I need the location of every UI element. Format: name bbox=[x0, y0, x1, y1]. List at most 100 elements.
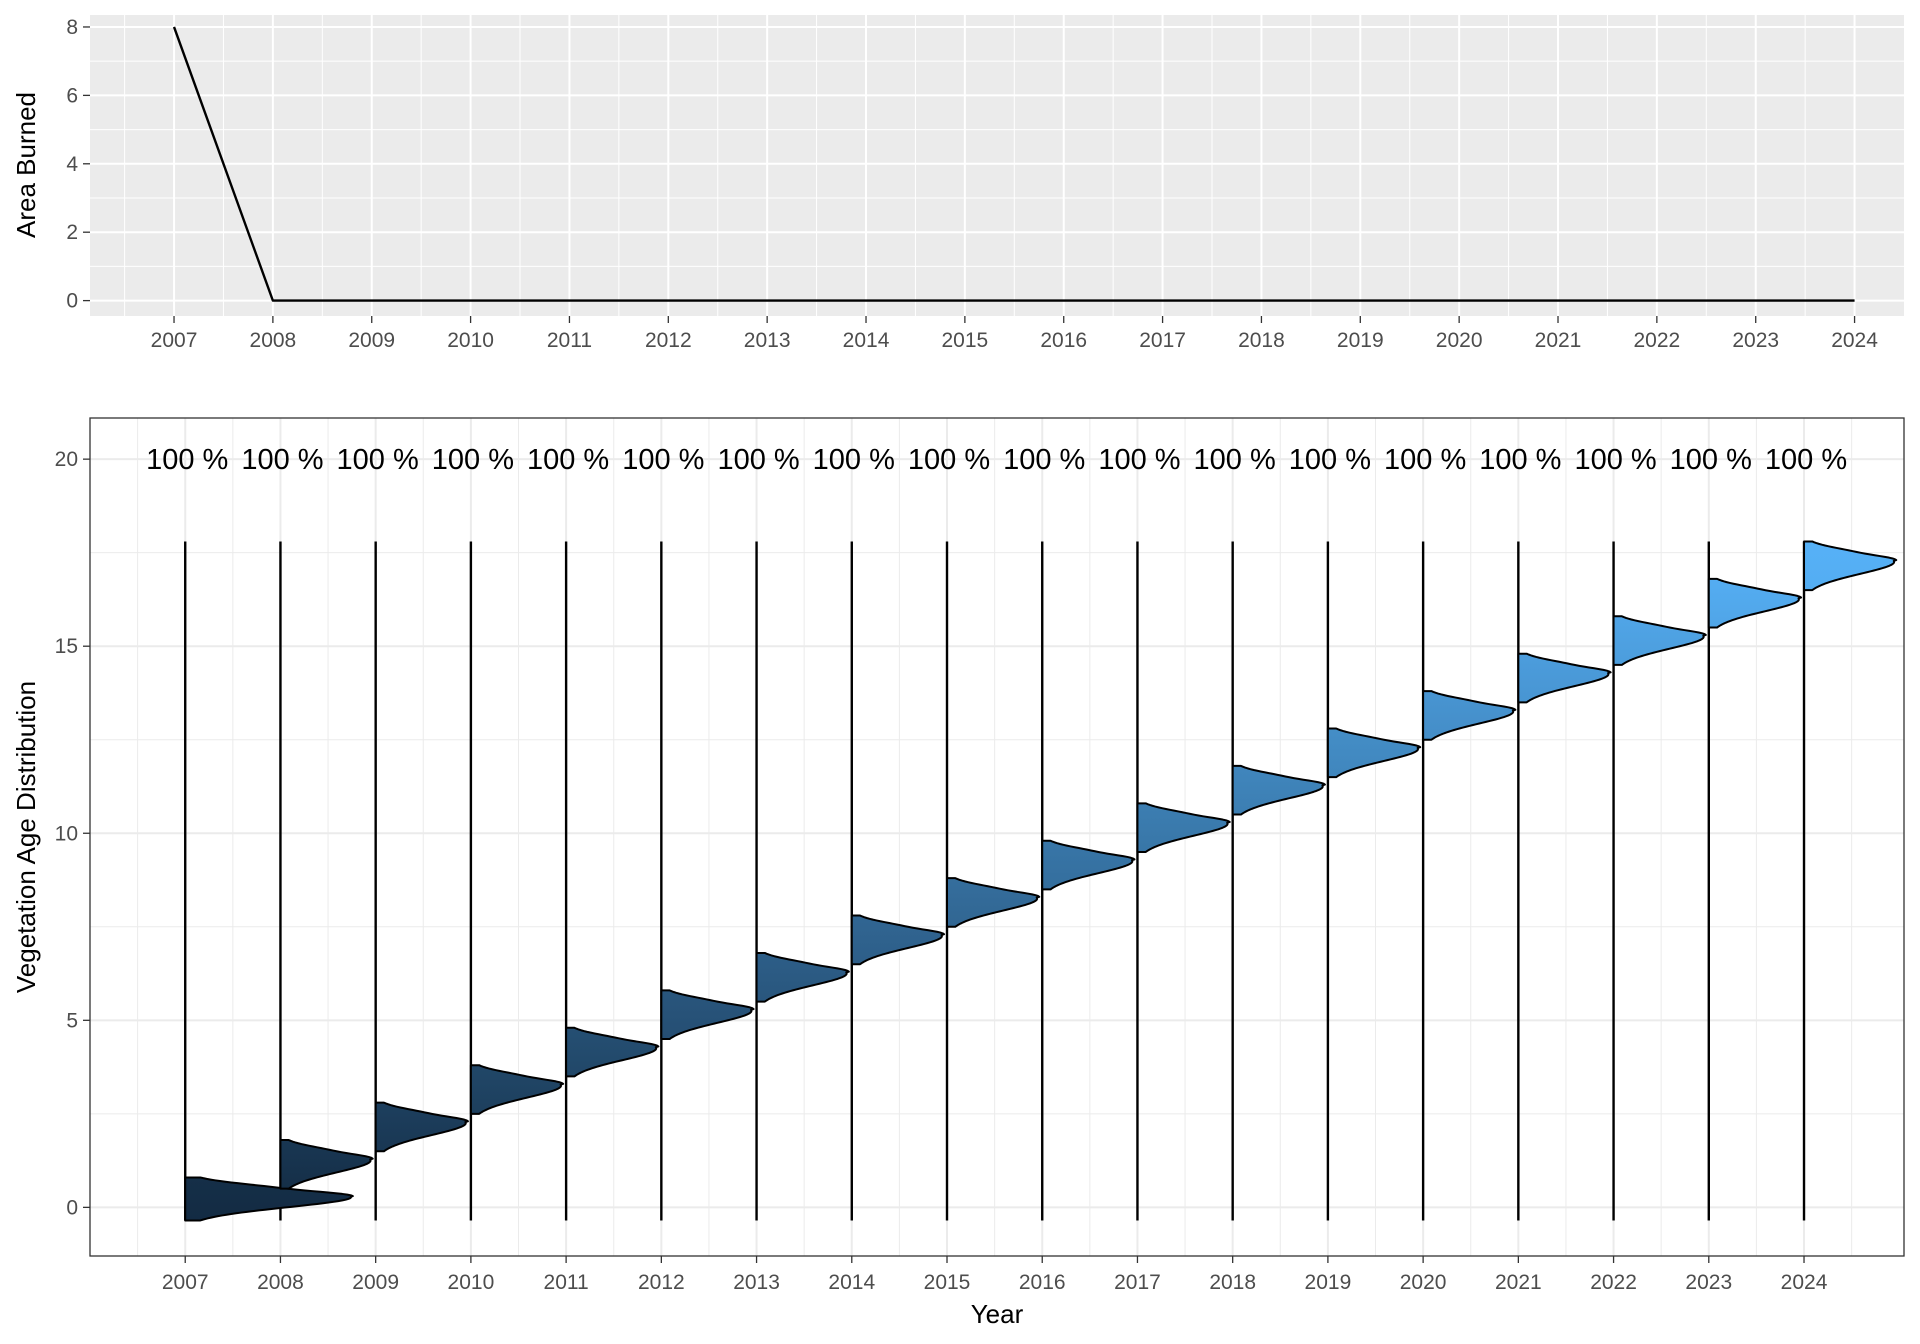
percent-label: 100 % bbox=[717, 444, 799, 476]
x-tick-label: 2018 bbox=[1238, 329, 1285, 352]
age-distribution-2013 bbox=[755, 951, 850, 1003]
age-distribution-2007 bbox=[184, 1176, 354, 1222]
area-burned-minor-grid bbox=[90, 15, 1904, 316]
x-tick-label: 2023 bbox=[1685, 1271, 1732, 1294]
age-distribution-2012 bbox=[660, 989, 755, 1041]
x-tick-label: 2020 bbox=[1436, 329, 1483, 352]
area-burned-panel bbox=[90, 15, 1904, 316]
y-tick-label: 20 bbox=[55, 448, 78, 471]
x-tick-label: 2016 bbox=[1040, 329, 1087, 352]
x-tick-label: 2021 bbox=[1535, 329, 1582, 352]
age-distribution-2014 bbox=[850, 914, 946, 966]
x-tick-label: 2024 bbox=[1831, 329, 1878, 352]
x-tick-label: 2015 bbox=[942, 329, 989, 352]
vegetation-age-distributions bbox=[184, 540, 1898, 1222]
x-tick-label: 2009 bbox=[348, 329, 395, 352]
percent-label: 100 % bbox=[1194, 444, 1276, 476]
percent-label: 100 % bbox=[1765, 444, 1847, 476]
vegetation-age-percent-labels: 100 % 100 % 100 % 100 % 100 % 100 % 100 % 100 %… bbox=[146, 444, 1847, 476]
x-tick-label: 2020 bbox=[1400, 1271, 1447, 1294]
vegetation-age-y-axis-title: Vegetation Age Distribution bbox=[11, 681, 41, 993]
y-tick-label: 6 bbox=[66, 84, 78, 107]
age-distribution-2021 bbox=[1517, 652, 1612, 704]
percent-label: 100 % bbox=[813, 444, 895, 476]
x-tick-label: 2019 bbox=[1305, 1271, 1352, 1294]
x-tick-label: 2007 bbox=[162, 1271, 209, 1294]
area-burned-y-axis: 0 2 4 6 8 bbox=[66, 16, 90, 313]
x-tick-label: 2022 bbox=[1634, 329, 1681, 352]
age-distribution-2016 bbox=[1041, 839, 1136, 891]
percent-label: 100 % bbox=[1574, 444, 1656, 476]
percent-label: 100 % bbox=[1003, 444, 1085, 476]
vegetation-age-chart: 100 % 100 % 100 % 100 % 100 % 100 % 100 % 100 %… bbox=[11, 417, 1905, 1329]
y-tick-label: 10 bbox=[55, 822, 78, 845]
x-tick-label: 2008 bbox=[250, 329, 297, 352]
age-distribution-2020 bbox=[1422, 690, 1517, 741]
x-tick-label: 2013 bbox=[733, 1271, 780, 1294]
age-distribution-2015 bbox=[946, 877, 1041, 928]
x-tick-label: 2024 bbox=[1781, 1271, 1828, 1294]
x-tick-label: 2021 bbox=[1495, 1271, 1542, 1294]
age-distribution-2011 bbox=[565, 1026, 660, 1078]
percent-label: 100 % bbox=[622, 444, 704, 476]
x-tick-label: 2012 bbox=[645, 329, 692, 352]
x-tick-label: 2012 bbox=[638, 1271, 685, 1294]
x-tick-label: 2018 bbox=[1209, 1271, 1256, 1294]
age-distribution-2023 bbox=[1707, 577, 1803, 629]
x-tick-label: 2023 bbox=[1732, 329, 1779, 352]
x-tick-label: 2008 bbox=[257, 1271, 304, 1294]
percent-label: 100 % bbox=[1098, 444, 1180, 476]
y-tick-label: 0 bbox=[66, 290, 78, 313]
x-tick-label: 2009 bbox=[352, 1271, 399, 1294]
area-burned-series bbox=[172, 26, 1855, 302]
age-distribution-2008 bbox=[279, 1139, 374, 1190]
percent-label: 100 % bbox=[146, 444, 228, 476]
percent-label: 100 % bbox=[1384, 444, 1466, 476]
y-tick-label: 2 bbox=[66, 221, 78, 244]
vegetation-age-y-axis: 0 5 10 15 20 bbox=[55, 448, 90, 1219]
y-tick-label: 4 bbox=[66, 153, 78, 176]
age-distribution-2018 bbox=[1231, 764, 1326, 816]
percent-label: 100 % bbox=[1289, 444, 1371, 476]
age-distribution-2017 bbox=[1136, 802, 1231, 853]
percent-label: 100 % bbox=[337, 444, 419, 476]
x-tick-label: 2014 bbox=[828, 1271, 875, 1294]
age-distribution-2009 bbox=[374, 1101, 469, 1153]
y-tick-label: 5 bbox=[66, 1009, 78, 1032]
vegetation-age-x-axis-title: Year bbox=[971, 1299, 1024, 1329]
percent-label: 100 % bbox=[432, 444, 514, 476]
area-burned-x-axis: 2007 2008 2009 2010 2011 2012 2013 2014 2015 2016… bbox=[151, 316, 1878, 352]
age-distribution-2022 bbox=[1612, 615, 1707, 666]
percent-label: 100 % bbox=[1479, 444, 1561, 476]
area-burned-y-axis-title: Area Burned bbox=[11, 92, 41, 238]
vegetation-age-x-axis: 2007 2008 2009 2010 2011 2012 2013 2014 2015 2016… bbox=[162, 1256, 1828, 1294]
vegetation-age-panel-border bbox=[89, 417, 1905, 1257]
area-burned-line bbox=[172, 26, 1855, 302]
x-tick-label: 2014 bbox=[843, 329, 890, 352]
x-tick-label: 2010 bbox=[447, 329, 494, 352]
x-tick-label: 2017 bbox=[1139, 329, 1186, 352]
x-tick-label: 2011 bbox=[544, 1271, 589, 1294]
y-tick-label: 0 bbox=[66, 1196, 78, 1219]
x-tick-label: 2015 bbox=[924, 1271, 971, 1294]
y-tick-label: 8 bbox=[66, 16, 78, 39]
vegetation-age-panel bbox=[90, 418, 1904, 1256]
x-tick-label: 2016 bbox=[1019, 1271, 1066, 1294]
y-tick-label: 15 bbox=[55, 635, 78, 658]
x-tick-label: 2011 bbox=[547, 329, 592, 352]
percent-label: 100 % bbox=[1670, 444, 1752, 476]
percent-label: 100 % bbox=[908, 444, 990, 476]
x-tick-label: 2007 bbox=[151, 329, 198, 352]
percent-label: 100 % bbox=[527, 444, 609, 476]
x-tick-label: 2013 bbox=[744, 329, 791, 352]
x-tick-label: 2010 bbox=[448, 1271, 495, 1294]
x-tick-label: 2017 bbox=[1114, 1271, 1161, 1294]
age-distribution-2010 bbox=[469, 1064, 565, 1115]
age-distribution-2024 bbox=[1803, 540, 1898, 592]
x-tick-label: 2022 bbox=[1590, 1271, 1637, 1294]
percent-label: 100 % bbox=[241, 444, 323, 476]
age-distribution-2019 bbox=[1326, 727, 1422, 779]
x-tick-label: 2019 bbox=[1337, 329, 1384, 352]
